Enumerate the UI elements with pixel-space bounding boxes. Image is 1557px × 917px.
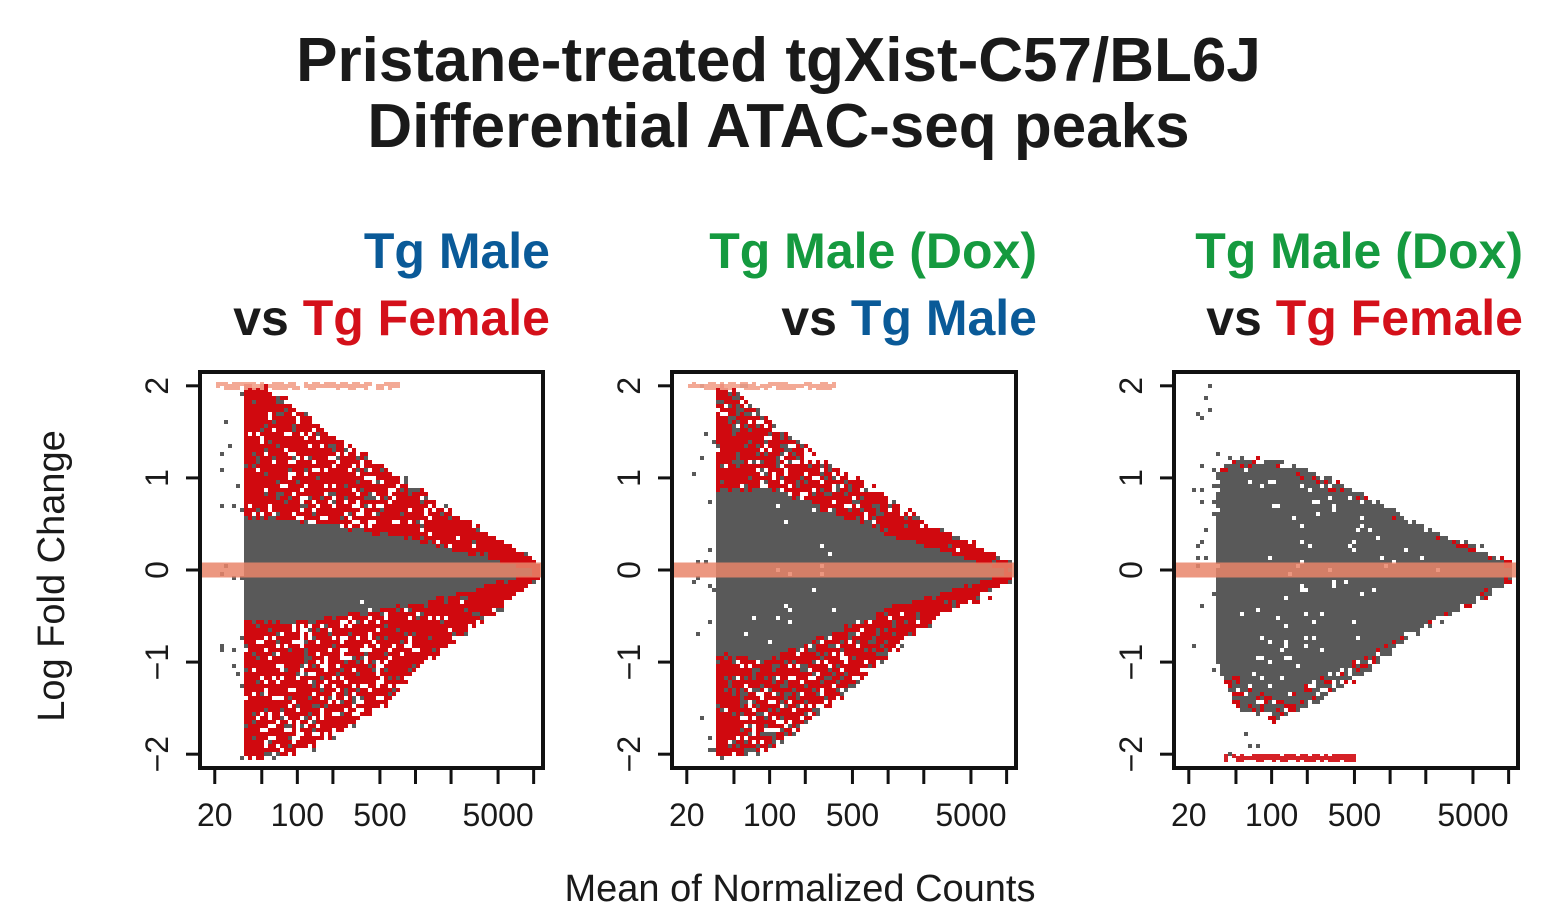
y-tick-label: −2 (139, 736, 175, 772)
figure-title-line-1: Pristane-treated tgXist-C57/BL6J (296, 26, 1261, 95)
panel-title-1-line-2-group: Tg Female (302, 290, 550, 346)
ma-plot-3: −2 −1 0 1 2 20 100 500 5000 (1113, 370, 1520, 833)
panel-title-1-line-1: Tg Male (233, 218, 550, 285)
x-axis: 20 100 500 5000 (197, 768, 536, 833)
panel-title-3-line-2: vs Tg Female (1195, 285, 1523, 352)
x-tick-label: 20 (197, 797, 233, 833)
figure-title-line-2: Differential ATAC-seq peaks (367, 92, 1190, 161)
y-tick-label: 2 (611, 377, 647, 395)
panel-title-3-line-1: Tg Male (Dox) (1195, 218, 1523, 285)
ma-plot-1: −2 −1 0 1 2 20 100 500 5000 (139, 370, 545, 833)
y-tick-label: 1 (611, 469, 647, 487)
panel-title-1-line-2: vs Tg Female (233, 285, 550, 352)
y-axis: −2 −1 0 1 2 (611, 377, 672, 772)
panel-title-3-line-2-vs: vs (1206, 290, 1276, 346)
x-tick-label: 100 (271, 797, 324, 833)
capped-points (216, 382, 400, 390)
significant-points (244, 384, 540, 760)
y-tick-label: 0 (1113, 561, 1149, 579)
y-tick-label: 1 (139, 469, 175, 487)
x-axis-label: Mean of Normalized Counts (564, 868, 1036, 910)
y-tick-label: −1 (139, 644, 175, 680)
panel-title-2-line-2-vs: vs (781, 290, 851, 346)
x-tick-label: 500 (826, 797, 879, 833)
x-tick-label: 5000 (462, 797, 533, 833)
y-tick-label: −1 (1113, 644, 1149, 680)
y-tick-label: −2 (611, 736, 647, 772)
x-tick-label: 5000 (935, 797, 1006, 833)
y-tick-label: 2 (1113, 377, 1149, 395)
x-tick-label: 100 (1245, 797, 1298, 833)
panel-title-2: Tg Male (Dox) vs Tg Male (709, 218, 1037, 352)
panel-title-2-line-2-group: Tg Male (850, 290, 1037, 346)
y-tick-label: 0 (611, 561, 647, 579)
x-axis: 20 100 500 5000 (669, 768, 1009, 833)
y-axis: −2 −1 0 1 2 (1113, 377, 1174, 772)
panel-title-2-line-1: Tg Male (Dox) (709, 218, 1037, 285)
panel-title-2-line-2: vs Tg Male (709, 285, 1037, 352)
ma-plot-2: −2 −1 0 1 2 20 100 500 5000 (611, 370, 1018, 833)
capped-points (688, 382, 836, 390)
panel-title-3: Tg Male (Dox) vs Tg Female (1195, 218, 1523, 352)
panel-title-1-line-1-part-1: Tg Male (363, 223, 550, 279)
panel-title-2-line-1-part-1: Tg Male (Dox) (709, 223, 1037, 279)
y-tick-label: 1 (1113, 469, 1149, 487)
x-tick-label: 20 (1171, 797, 1207, 833)
panel-title-1: Tg Male vs Tg Female (233, 218, 550, 352)
panel-title-3-line-2-group: Tg Female (1275, 290, 1523, 346)
panel-title-3-line-1-part-1: Tg Male (Dox) (1195, 223, 1523, 279)
y-tick-label: −1 (611, 644, 647, 680)
x-tick-label: 5000 (1437, 797, 1508, 833)
figure-title: Pristane-treated tgXist-C57/BL6J Differe… (0, 28, 1557, 160)
y-tick-label: 0 (139, 561, 175, 579)
y-tick-label: 2 (139, 377, 175, 395)
x-tick-label: 500 (353, 797, 406, 833)
x-tick-label: 20 (669, 797, 705, 833)
capped-points (1224, 754, 1356, 762)
x-tick-label: 100 (743, 797, 796, 833)
x-tick-label: 500 (1328, 797, 1381, 833)
significant-points (716, 384, 1012, 756)
x-axis: 20 100 500 5000 (1171, 768, 1511, 833)
y-axis: −2 −1 0 1 2 (139, 377, 200, 772)
y-tick-label: −2 (1113, 736, 1149, 772)
panel-title-1-line-2-vs: vs (233, 290, 303, 346)
